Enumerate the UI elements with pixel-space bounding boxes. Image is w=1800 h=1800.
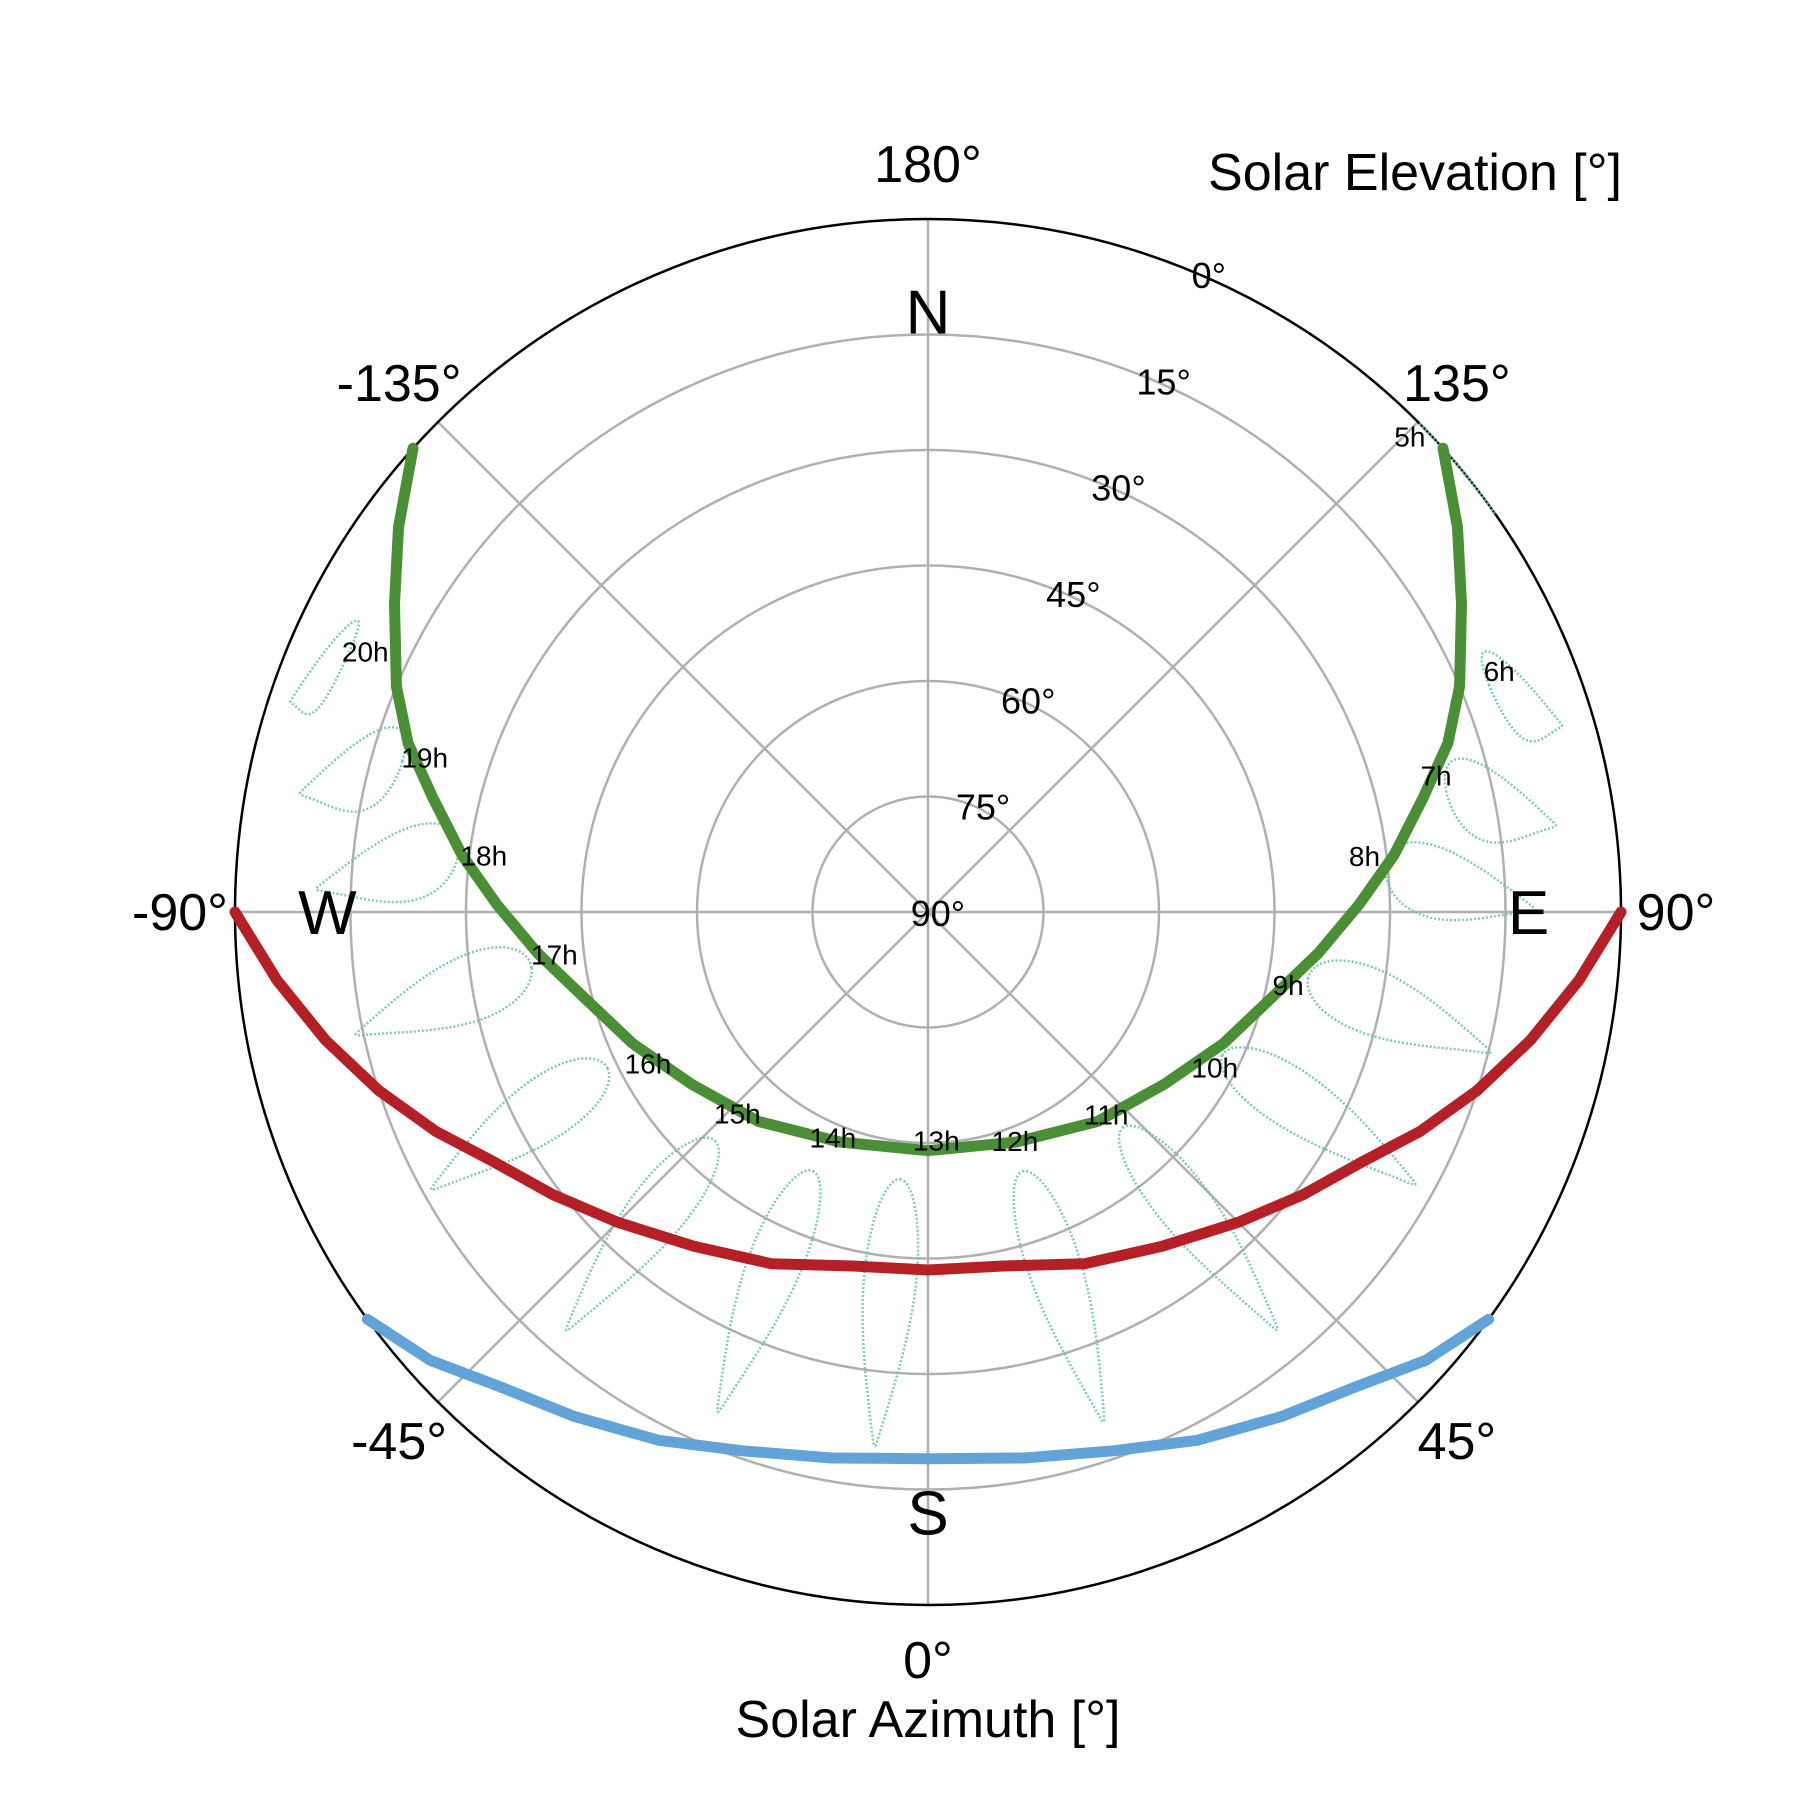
analemma-13h (861, 1178, 920, 1448)
hour-label-10h: 10h (1191, 1053, 1238, 1084)
analemma-8h (1383, 841, 1537, 922)
daily-path-2 (361, 1313, 1495, 1465)
elevation-tick-label-75: 75° (956, 787, 1010, 828)
x-axis-title: Solar Azimuth [°] (736, 1691, 1121, 1749)
hour-label-9h: 9h (1273, 970, 1304, 1001)
azimuth-tick-label-180: 180° (874, 136, 982, 194)
compass-W: W (298, 879, 357, 948)
analemma-10h (1219, 1046, 1417, 1186)
analemma-20h (289, 619, 360, 716)
y-axis-title: Solar Elevation [°] (1208, 144, 1622, 202)
hour-label-18h: 18h (460, 840, 507, 871)
hour-label-15h: 15h (714, 1099, 761, 1130)
compass-E: E (1508, 879, 1549, 948)
azimuth-spoke-45 (927, 911, 1419, 1403)
analemma-layer (289, 421, 1564, 1448)
hour-label-7h: 7h (1420, 760, 1451, 791)
azimuth-spoke--135 (437, 421, 929, 913)
azimuth-tick-label-45: 45° (1418, 1413, 1497, 1471)
azimuth-tick-label--135: -135° (337, 355, 462, 413)
hour-label-12h: 12h (992, 1126, 1039, 1157)
analemma-9h (1306, 959, 1492, 1055)
analemma-6h (1480, 650, 1564, 743)
elevation-tick-label-45: 45° (1046, 574, 1100, 615)
azimuth-tick-label-0: 0° (903, 1632, 953, 1690)
hour-label-20h: 20h (342, 636, 389, 667)
hour-label-14h: 14h (809, 1123, 856, 1154)
hour-label-19h: 19h (401, 743, 448, 774)
hour-label-6h: 6h (1484, 656, 1515, 687)
azimuth-tick-label--90: -90° (132, 884, 228, 942)
azimuth-spoke--45 (437, 911, 929, 1403)
azimuth-tick-label-135: 135° (1403, 355, 1511, 413)
analemma-19h (298, 725, 407, 813)
analemma-5h (1418, 421, 1496, 515)
analemma-14h (716, 1168, 822, 1413)
hour-label-16h: 16h (625, 1049, 672, 1080)
analemma-17h (354, 945, 533, 1037)
compass-S: S (907, 1480, 948, 1549)
daily-path-0 (389, 442, 1467, 1157)
analemma-15h (564, 1136, 721, 1332)
analemma-18h (315, 822, 460, 904)
labels-layer: 5h 6h 7h 8h 9h 10h 11h 12h 13h 14h 15h 16h 17h 18h 19h… (132, 136, 1715, 1690)
elevation-tick-label-60: 60° (1001, 680, 1055, 721)
analemma-7h (1443, 757, 1558, 844)
elevation-tick-label-90: 90° (911, 893, 965, 934)
hour-label-13h: 13h (913, 1126, 960, 1157)
analemma-16h (429, 1057, 611, 1192)
daily-paths-layer (229, 442, 1627, 1465)
hour-label-11h: 11h (1084, 1099, 1129, 1130)
azimuth-tick-label-90: 90° (1637, 884, 1716, 942)
elevation-tick-label-30: 30° (1091, 468, 1145, 509)
hour-label-5h: 5h (1394, 422, 1425, 453)
hour-label-17h: 17h (531, 940, 578, 971)
elevation-tick-label-0: 0° (1192, 255, 1226, 296)
azimuth-spoke-135 (927, 421, 1419, 913)
analemma-12h (1012, 1169, 1106, 1424)
azimuth-tick-label--45: -45° (351, 1413, 447, 1471)
compass-N: N (906, 278, 951, 347)
hour-label-8h: 8h (1349, 841, 1380, 872)
analemma-11h (1117, 1124, 1279, 1332)
daily-path-1 (229, 906, 1627, 1276)
elevation-tick-label-15: 15° (1136, 361, 1190, 402)
